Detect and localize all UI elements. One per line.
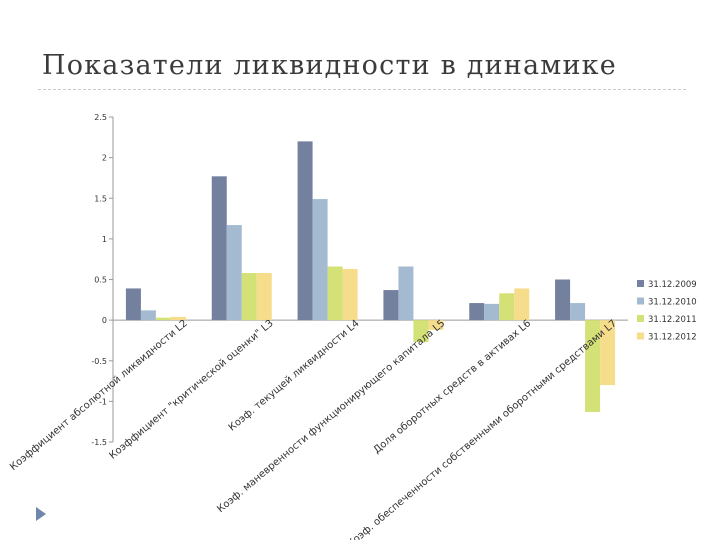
slide-title: Показатели ликвидности в динамике xyxy=(42,50,617,81)
bar-2-3 xyxy=(312,199,328,321)
bar-3-5 xyxy=(499,293,515,321)
bar-3-2 xyxy=(241,273,257,321)
title-divider xyxy=(38,89,686,90)
bars-layer xyxy=(125,141,616,412)
bar-1-1 xyxy=(125,288,141,321)
y-tick-label: 1 xyxy=(102,235,107,244)
bar-2-5 xyxy=(484,303,500,321)
bar-4-1 xyxy=(170,316,186,321)
legend-label-1: 31.12.2009 xyxy=(648,280,697,290)
category-label-6: Коэф. обеспеченности собственными оборот… xyxy=(346,318,619,540)
y-tick-label: 2 xyxy=(102,154,107,163)
bar-4-3 xyxy=(342,268,358,321)
category-label-1: Коэффициент абсолютной ликвидности L2 xyxy=(8,318,190,473)
legend-label-4: 31.12.2012 xyxy=(648,333,697,343)
legend-swatch-3 xyxy=(637,315,644,322)
bar-2-2 xyxy=(226,225,242,321)
bar-3-3 xyxy=(327,266,343,321)
bar-3-1 xyxy=(155,317,171,321)
legend-label-2: 31.12.2010 xyxy=(648,298,697,308)
category-labels-layer: Коэффициент абсолютной ликвидности L2Коэ… xyxy=(8,318,619,540)
axis-layer: 2.5 2 1.5 1 0.5 0 -0.5 -1 -1.5 xyxy=(91,113,628,447)
bar-4-2 xyxy=(256,273,272,321)
bar-2-1 xyxy=(140,310,156,321)
bar-3-6 xyxy=(585,320,601,412)
legend-swatch-1 xyxy=(637,280,644,287)
y-tick-label: -0.5 xyxy=(91,357,107,366)
y-tick-label: 0 xyxy=(102,316,107,325)
bar-4-5 xyxy=(514,288,530,321)
bar-1-5 xyxy=(469,303,485,321)
bar-1-4 xyxy=(383,290,399,321)
y-tick-label: 1.5 xyxy=(94,194,107,203)
y-tick-label: 2.5 xyxy=(94,113,107,122)
bar-2-4 xyxy=(398,266,414,321)
y-tick-label: -1.5 xyxy=(91,438,107,447)
legend-swatch-2 xyxy=(637,297,644,305)
category-label-2: Коэффициент "критической оценки" L3 xyxy=(107,318,275,462)
y-tick-label: -1 xyxy=(99,397,107,406)
bar-3-4 xyxy=(413,320,429,343)
slide-bullet-icon xyxy=(36,507,46,521)
category-label-5: Доля оборотных средств в активах L6 xyxy=(372,318,534,456)
legend-label-3: 31.12.2011 xyxy=(648,315,697,325)
bar-2-6 xyxy=(570,303,586,321)
bar-4-4 xyxy=(428,320,444,330)
bar-1-6 xyxy=(555,279,571,321)
bar-4-6 xyxy=(600,320,616,386)
y-tick-label: 0.5 xyxy=(94,276,107,285)
bar-1-2 xyxy=(211,176,227,321)
legend-swatch-4 xyxy=(637,332,644,340)
bar-1-3 xyxy=(297,141,313,321)
legend: 31.12.2009 31.12.2010 31.12.2011 31.12.2012 xyxy=(637,280,697,343)
